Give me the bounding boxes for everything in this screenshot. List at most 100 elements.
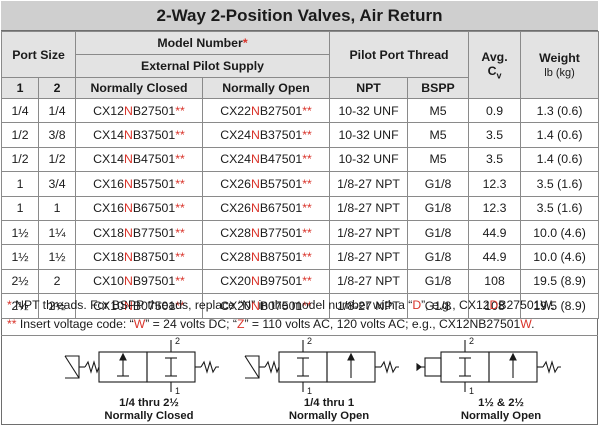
table-row: 1½ 1½ CX18NB87501** CX28NB87501** 1/8-27 NPT… [1, 244, 600, 270]
normally-open-header: Normally Open [201, 77, 331, 99]
normally-open-model: CX28NB87501** [201, 244, 331, 270]
valve-symbol-nc: 2 1 1/4 thru 2½ Normally Closed [59, 336, 239, 425]
avg-cv: 12.3 [468, 195, 522, 221]
port-1-size: 1/2 [1, 122, 39, 148]
diagram-caption: 1½ & 2½ Normally Open [460, 397, 542, 422]
normally-closed-model: CX16NB67501** [75, 195, 203, 221]
valve-spec-table: Port Size Model Number* Pilot Port Threa… [1, 31, 600, 319]
weight-value: 3.5 (1.6) [520, 171, 600, 197]
table-row: 1/2 1/2 CX14NB47501** CX24NB47501** 10-32 UN… [1, 146, 600, 173]
avg-cv: 44.9 [468, 244, 522, 270]
port-size-header: Port Size [1, 31, 76, 78]
port-2-label: 2 [307, 336, 313, 346]
port-2-size: 3/4 [38, 171, 76, 197]
footnote-voltage: ** Insert voltage code: “W” = 24 volts D… [7, 317, 535, 331]
table-row: 1 3/4 CX16NB57501** CX26NB57501** 1/8-27 NPT… [1, 171, 600, 197]
normally-open-model: CX24NB47501** [201, 146, 331, 173]
normally-open-model: CX24NB37501** [201, 122, 331, 148]
bspp-thread: G1/8 [407, 171, 470, 197]
valve-symbol-no: 2 1 1/4 thru 1 Normally Open [239, 336, 419, 425]
model-number-header: Model Number* [74, 31, 331, 55]
port-1-size: 1 [1, 171, 39, 197]
table-row: 1/4 1/4 CX12NB27501** CX22NB27501** 10-32 UN… [1, 97, 600, 124]
weight-value: 1.4 (0.6) [520, 146, 600, 173]
avg-cv: 44.9 [468, 219, 522, 246]
normally-closed-header: Normally Closed [75, 77, 203, 99]
footnotes: * NPT threads. For BSPP threads, replace… [1, 292, 598, 336]
normally-open-model: CX28NB77501** [201, 219, 331, 246]
bspp-thread: M5 [407, 122, 470, 148]
bspp-thread: G1/8 [407, 244, 470, 270]
port-2-size: 3/8 [38, 122, 76, 148]
normally-closed-model: CX12NB27501** [75, 97, 203, 124]
weight-value: 1.4 (0.6) [520, 122, 600, 148]
normally-closed-model: CX14NB37501** [75, 122, 203, 148]
weight-value: 10.0 (4.6) [520, 219, 600, 246]
port-1-size: 1½ [1, 219, 39, 246]
external-pilot-supply-header: External Pilot Supply [74, 54, 331, 78]
diagram-caption: 1/4 thru 2½ Normally Closed [104, 397, 194, 422]
port-2-size: 1½ [38, 244, 76, 270]
weight-value: 1.3 (0.6) [520, 97, 600, 124]
npt-thread: 1/8-27 NPT [329, 219, 409, 246]
avg-cv: 12.3 [468, 171, 522, 197]
port-2-size: 1¼ [38, 219, 76, 246]
normally-open-model: CX26NB67501** [201, 195, 331, 221]
port-1-label: 1 [469, 386, 475, 396]
port-2-header: 2 [38, 77, 76, 99]
npt-thread: 10-32 UNF [329, 146, 409, 173]
npt-header: NPT [329, 77, 409, 99]
npt-thread: 1/8-27 NPT [329, 171, 409, 197]
npt-thread: 1/8-27 NPT [329, 244, 409, 270]
table-row: 2½ 2 CX10NB97501** CX20NB97501** 1/8-27 NPT G… [1, 268, 600, 295]
port-2-label: 2 [175, 336, 181, 346]
avg-cv: 108 [468, 268, 522, 295]
port-1-size: 2½ [1, 293, 39, 319]
npt-thread: 1/8-27 NPT [329, 195, 409, 221]
avg-cv: 108 [468, 293, 522, 319]
normally-open-model: CX26NB57501** [201, 171, 331, 197]
table-title: 2-Way 2-Position Valves, Air Return [1, 1, 598, 31]
bspp-header: BSPP [407, 77, 470, 99]
npt-thread: 1/8-27 NPT [329, 268, 409, 295]
valve-symbols: 2 1 1/4 thru 2½ Normally Closed [1, 336, 598, 425]
port-1-label: 1 [175, 386, 181, 396]
weight-header: Weight lb (kg) [520, 31, 600, 99]
port-1-size: 1½ [1, 244, 39, 270]
port-1-header: 1 [1, 77, 39, 99]
normally-closed-model: CX10NB97501** [75, 268, 203, 295]
port-1-label: 1 [307, 386, 313, 396]
valve-symbol-no-large: 2 1 1½ & 2½ Normally Open [411, 336, 591, 425]
port-1-size: 2½ [1, 268, 39, 295]
port-1-size: 1/4 [1, 97, 39, 124]
normally-open-model: CX20NB07501** [201, 293, 331, 319]
port-1-size: 1/2 [1, 146, 39, 173]
bspp-thread: M5 [407, 97, 470, 124]
normally-closed-model: CX18NB87501** [75, 244, 203, 270]
bspp-thread: G1/8 [407, 195, 470, 221]
bspp-thread: G1/8 [407, 293, 470, 319]
bspp-thread: G1/8 [407, 268, 470, 295]
port-2-size: 1 [38, 195, 76, 221]
normally-closed-model: CX18NB77501** [75, 219, 203, 246]
table-row: 1½ 1¼ CX18NB77501** CX28NB77501** 1/8-27 NPT… [1, 219, 600, 246]
bspp-thread: G1/8 [407, 219, 470, 246]
avg-cv: 3.5 [468, 146, 522, 173]
avg-cv: 3.5 [468, 122, 522, 148]
weight-value: 10.0 (4.6) [520, 244, 600, 270]
port-2-label: 2 [469, 336, 475, 346]
valve-no-large-icon [416, 340, 561, 392]
weight-value: 19.5 (8.9) [520, 293, 600, 319]
weight-value: 3.5 (1.6) [520, 195, 600, 221]
pilot-port-thread-header: Pilot Port Thread [329, 31, 470, 78]
normally-closed-model: CX16NB57501** [75, 171, 203, 197]
port-2-size: 1/4 [38, 97, 76, 124]
avg-cv: 0.9 [468, 97, 522, 124]
npt-thread: 10-32 UNF [329, 122, 409, 148]
port-2-size: 1/2 [38, 146, 76, 173]
valve-no-icon [244, 340, 399, 392]
normally-open-model: CX22NB27501** [201, 97, 331, 124]
weight-value: 19.5 (8.9) [520, 268, 600, 295]
npt-thread: 10-32 UNF [329, 97, 409, 124]
port-2-size: 2 [38, 268, 76, 295]
